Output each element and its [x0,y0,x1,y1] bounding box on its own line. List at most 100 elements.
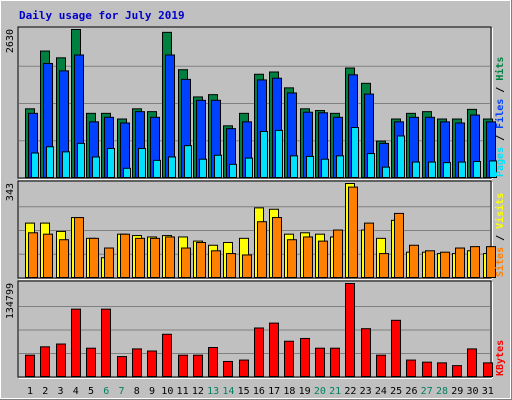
x-tick-label-day-13: 13 [207,386,219,397]
x-tick-label-day-21: 21 [329,386,341,397]
bar-kbytes-day-27 [422,361,432,377]
bar-kbytes-day-31 [483,362,493,378]
bar-pages-day-11 [184,145,192,179]
bar-pages-day-5 [92,156,100,178]
bar-sites-day-8 [135,237,145,278]
bar-pages-day-28 [443,162,451,179]
bar-sites-day-31 [486,246,496,278]
x-tick-label-day-26: 26 [405,386,417,397]
y-axis-max-label: 134799 [5,283,16,319]
legend-visits-sites: Sites / Visits [494,193,506,277]
bar-sites-day-20 [318,240,328,278]
x-tick-label-day-27: 27 [421,386,433,397]
bar-pages-day-20 [321,158,329,178]
chart-title: Daily usage for July 2019 [19,9,185,22]
bar-pages-day-14 [229,163,237,178]
bar-pages-day-31 [489,160,497,178]
y-axis-max-label: 343 [5,183,16,201]
bar-sites-day-2 [43,233,53,279]
bar-sites-day-22 [348,186,358,278]
x-tick-label-day-9: 9 [149,386,155,397]
bar-sites-day-1 [28,232,38,278]
bar-kbytes-day-21 [330,347,340,377]
bar-sites-day-13 [211,250,221,278]
bar-kbytes-day-8 [132,348,142,377]
chart-panels: 2630 Pages / Files / Hits 343 Sites / Visit… [5,26,506,379]
bar-kbytes-day-3 [56,343,66,378]
bar-sites-day-18 [287,239,297,278]
x-tick-label-day-11: 11 [177,386,189,397]
bar-sites-day-17 [272,217,282,279]
bar-pages-day-13 [214,154,222,179]
bar-pages-day-16 [260,130,268,178]
bar-kbytes-day-26 [406,359,416,378]
bar-kbytes-day-2 [40,346,50,378]
bar-sites-day-25 [394,212,404,278]
bar-sites-day-3 [59,239,69,278]
bar-pages-day-18 [290,155,298,179]
bar-pages-day-10 [168,156,176,178]
bar-kbytes-day-16 [254,327,264,378]
x-axis-labels: 1 2 3 4 5 6 7 8 9 10 11 12 13 14 15 16 17 18 19 20 21 22 23 24 2… [27,386,494,397]
bar-kbytes-day-10 [162,333,172,377]
x-tick-label-day-18: 18 [283,386,295,397]
bar-pages-day-25 [397,135,405,178]
x-tick-label-day-3: 3 [58,386,64,397]
legend-segment: Files [494,99,506,129]
panel-visits-sites: 343 Sites / Visits [5,180,506,280]
bar-sites-day-29 [455,247,465,278]
bar-pages-day-26 [412,161,420,179]
bar-kbytes-day-5 [86,347,96,377]
bar-sites-day-6 [104,247,114,278]
legend-segment: Pages [495,147,506,177]
bar-sites-day-5 [89,237,99,278]
bar-sites-day-19 [303,236,313,278]
bar-sites-day-7 [120,233,130,279]
bar-kbytes-day-4 [71,308,81,378]
bar-pages-day-12 [199,158,207,178]
bar-sites-day-15 [242,254,252,279]
x-tick-label-day-30: 30 [466,386,478,397]
x-tick-label-day-10: 10 [161,386,173,397]
legend-hits-files-pages: Pages / Files / Hits [494,57,506,177]
x-tick-label-day-2: 2 [42,386,48,397]
x-tick-label-day-15: 15 [238,386,250,397]
bar-sites-day-4 [74,217,84,279]
bar-kbytes-day-11 [178,354,188,378]
x-tick-label-day-31: 31 [482,386,494,397]
legend-segment: KBytes [495,340,506,376]
x-tick-label-day-19: 19 [299,386,311,397]
series-sites [28,186,496,279]
bar-kbytes-day-29 [452,365,462,378]
bar-kbytes-day-7 [117,356,127,377]
bar-kbytes-day-15 [239,359,249,378]
bar-kbytes-day-1 [25,354,35,378]
bar-kbytes-day-9 [147,350,157,377]
panel-hits-files-pages: 2630 Pages / Files / Hits [5,26,506,180]
y-axis-max-label: 2630 [5,29,16,53]
bar-sites-day-30 [470,246,480,278]
legend-segment: Sites [494,247,506,277]
bar-sites-day-28 [440,251,450,279]
bar-pages-day-4 [77,142,85,179]
bar-pages-day-6 [107,147,115,179]
bar-kbytes-day-24 [376,354,386,378]
bar-sites-day-12 [196,241,206,279]
x-tick-label-day-25: 25 [390,386,402,397]
bar-pages-day-3 [62,151,70,178]
series-pages [31,127,497,179]
bar-sites-day-21 [333,229,343,278]
bar-pages-day-17 [275,129,283,178]
bar-pages-day-8 [138,147,146,179]
x-tick-label-day-24: 24 [375,386,387,397]
x-tick-label-day-5: 5 [88,386,94,397]
bar-sites-day-26 [409,244,419,279]
bar-sites-day-23 [364,222,374,278]
x-tick-label-day-22: 22 [344,386,356,397]
bar-sites-day-11 [181,247,191,278]
bar-pages-day-15 [245,157,253,179]
x-tick-label-day-20: 20 [314,386,326,397]
bar-sites-day-9 [150,237,160,278]
x-tick-label-day-8: 8 [134,386,140,397]
